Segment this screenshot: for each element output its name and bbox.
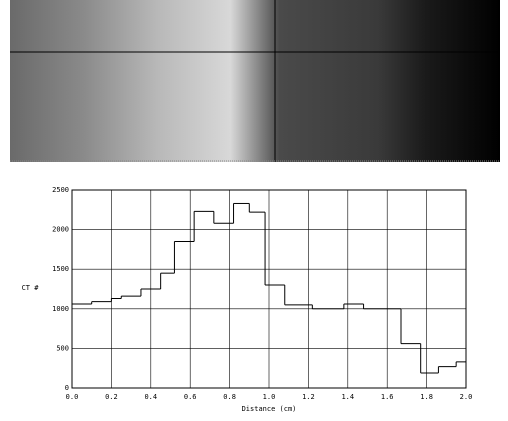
y-tick-label: 2000 bbox=[52, 226, 69, 234]
x-tick-label: 2.0 bbox=[460, 393, 473, 401]
x-tick-label: 0.0 bbox=[66, 393, 79, 401]
y-axis-label: CT # bbox=[22, 284, 40, 292]
x-tick-label: 1.8 bbox=[420, 393, 433, 401]
x-axis-label: Distance (cm) bbox=[242, 405, 297, 413]
y-tick-label: 1500 bbox=[52, 265, 69, 273]
x-tick-label: 1.0 bbox=[263, 393, 276, 401]
x-tick-label: 0.4 bbox=[144, 393, 157, 401]
x-tick-label: 0.6 bbox=[184, 393, 197, 401]
y-tick-label: 500 bbox=[56, 344, 69, 352]
x-tick-label: 1.4 bbox=[341, 393, 354, 401]
ct-image bbox=[10, 0, 500, 162]
y-tick-label: 0 bbox=[65, 384, 69, 392]
y-tick-label: 1000 bbox=[52, 305, 69, 313]
x-tick-label: 1.6 bbox=[381, 393, 394, 401]
x-tick-label: 0.8 bbox=[223, 393, 236, 401]
x-tick-label: 1.2 bbox=[302, 393, 315, 401]
y-tick-label: 2500 bbox=[52, 186, 69, 194]
profile-chart: CT # Distance (cm) 0 500 1000 1500 2000 2500 0… bbox=[22, 186, 473, 413]
x-tick-label: 0.2 bbox=[105, 393, 118, 401]
